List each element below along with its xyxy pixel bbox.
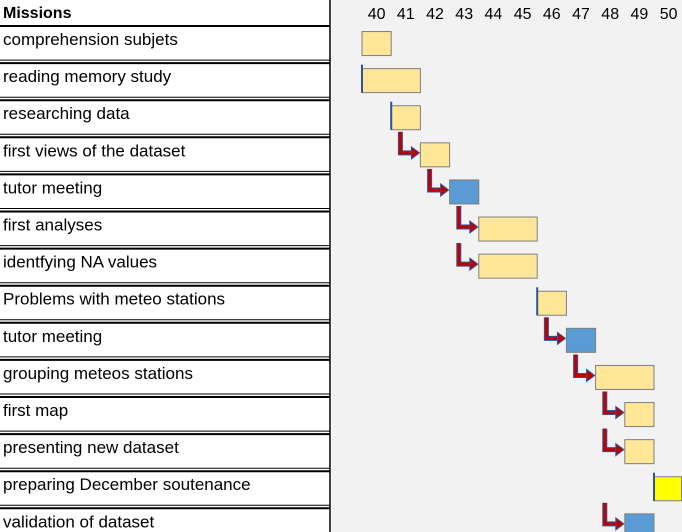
dependency-arrowhead — [615, 405, 625, 420]
task-bar — [361, 31, 392, 57]
task-label: identfying NA values — [3, 253, 157, 272]
task-cell — [0, 469, 330, 507]
task-bar — [565, 327, 597, 353]
week-label: 50 — [660, 6, 678, 23]
task-cell — [0, 283, 330, 321]
task-cell — [0, 506, 330, 532]
task-label: comprehension subjets — [3, 30, 178, 49]
task-label: tutor meeting — [3, 178, 102, 197]
task-label: preparing December soutenance — [3, 475, 251, 494]
dependency-arrow-inner — [457, 243, 473, 266]
task-label: reading memory study — [3, 67, 172, 86]
dependency-arrow-inner — [544, 317, 561, 340]
task-bar — [449, 179, 480, 205]
task-label: validation of dataset — [3, 512, 154, 531]
dependency-arrowhead — [615, 516, 625, 531]
task-label: Problems with meteo stations — [3, 290, 225, 309]
task-label: tutor meeting — [3, 327, 102, 346]
week-label: 42 — [426, 6, 444, 23]
dependency-arrowhead — [469, 220, 479, 235]
task-bar — [390, 105, 421, 131]
task-bar — [419, 142, 451, 168]
missions-header: Missions — [3, 5, 72, 22]
task-bar — [361, 68, 421, 94]
task-label: researching data — [3, 104, 130, 123]
task-cell — [0, 395, 330, 433]
dependency-arrowhead — [556, 331, 567, 346]
dependency-arrow-inner — [603, 502, 619, 526]
task-cell — [0, 432, 330, 470]
task-bar — [595, 364, 655, 390]
dependency-arrow-inner — [574, 354, 590, 377]
dependency-arrowhead — [615, 442, 625, 457]
task-cell — [0, 172, 330, 210]
task-cell — [0, 24, 330, 62]
dependency-arrow-inner — [603, 428, 619, 452]
week-label: 48 — [601, 6, 619, 23]
task-cell — [0, 135, 330, 173]
dependency-arrow-inner — [428, 168, 444, 192]
task-cell — [0, 98, 330, 136]
task-label: first map — [3, 401, 68, 420]
week-label: 41 — [397, 6, 415, 23]
task-bar — [536, 290, 567, 316]
week-label: 40 — [368, 6, 386, 23]
task-bar — [624, 439, 655, 465]
task-cell — [0, 246, 330, 284]
task-cell — [0, 209, 330, 247]
task-bar — [478, 253, 538, 279]
week-label: 46 — [543, 6, 561, 23]
missions-header-cell — [0, 0, 330, 24]
week-label: 47 — [572, 6, 590, 23]
task-label: grouping meteos stations — [3, 364, 193, 383]
task-label: first analyses — [3, 216, 102, 235]
dependency-arrow-inner — [603, 391, 619, 415]
task-bar — [653, 476, 682, 502]
dependency-arrowhead — [469, 257, 479, 272]
week-label: 43 — [455, 6, 473, 23]
dependency-arrowhead — [586, 368, 596, 383]
task-cell — [0, 357, 330, 395]
task-cell — [0, 320, 330, 358]
task-label: first views of the dataset — [3, 141, 186, 160]
task-bar — [624, 402, 655, 428]
dependency-arrowhead — [410, 145, 421, 160]
task-cell — [0, 61, 330, 99]
task-bar — [624, 513, 655, 532]
week-label: 49 — [631, 6, 649, 23]
week-label: 44 — [485, 6, 503, 23]
dependency-arrow-inner — [398, 131, 415, 155]
dependency-arrow-inner — [457, 206, 473, 229]
task-bar — [478, 216, 538, 242]
week-label: 45 — [514, 6, 532, 23]
task-label: presenting new dataset — [3, 438, 179, 457]
dependency-arrowhead — [440, 182, 450, 197]
